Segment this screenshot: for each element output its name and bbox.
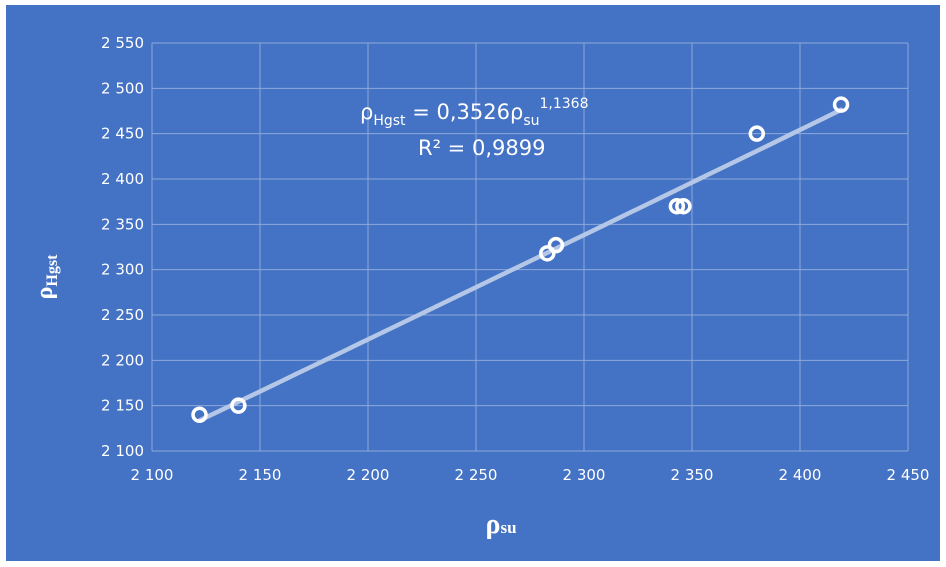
- x-tick-label: 2 300: [563, 466, 606, 484]
- data-point: [748, 125, 766, 142]
- data-points: [191, 96, 850, 423]
- x-tick-label: 2 450: [887, 466, 930, 484]
- data-point: [668, 197, 686, 215]
- x-tick-label: 2 100: [131, 466, 174, 484]
- trendline: [197, 107, 844, 423]
- y-tick-label: 2 450: [101, 125, 144, 143]
- y-axis-title-main: ρ: [32, 287, 58, 300]
- x-tick-label: 2 250: [455, 466, 498, 484]
- x-tick-label: 2 200: [347, 466, 390, 484]
- y-tick-label: 2 100: [101, 442, 144, 460]
- x-tick-label: 2 400: [779, 466, 822, 484]
- y-tick-label: 2 550: [101, 34, 144, 52]
- y-axis-title-sub: Hgst: [44, 254, 61, 287]
- data-point: [230, 397, 247, 414]
- y-tick-label: 2 300: [101, 261, 144, 279]
- data-point: [832, 96, 850, 113]
- y-axis-title: ρHgst: [32, 254, 61, 300]
- r-squared-label: R² = 0,9899: [418, 136, 545, 160]
- data-point: [675, 197, 692, 215]
- tick-labels: 2 100 2 150 2 200 2 250 2 300 2 350 2 400 2 450…: [101, 34, 929, 484]
- y-tick-label: 2 350: [101, 215, 144, 233]
- chart-area: 2 100 2 150 2 200 2 250 2 300 2 350 2 400 2 450…: [6, 5, 940, 561]
- equation-lhs-main: ρ: [360, 100, 373, 124]
- gridlines: [151, 42, 909, 452]
- data-point: [547, 236, 565, 254]
- equation-mid: = 0,3526ρ: [406, 100, 524, 124]
- x-tick-label: 2 350: [671, 466, 714, 484]
- equation-rhs-sub: su: [523, 113, 539, 129]
- equation-lhs-sub: Hgst: [373, 113, 406, 129]
- trendline-layer: [197, 107, 844, 423]
- y-tick-label: 2 150: [101, 397, 144, 415]
- data-point: [539, 245, 556, 262]
- y-tick-label: 2 500: [101, 79, 144, 97]
- data-point: [191, 406, 208, 423]
- x-axis-title-main: ρ: [485, 509, 500, 540]
- x-axis-title: ρsu: [485, 509, 516, 540]
- x-axis-title-sub: su: [500, 518, 516, 537]
- x-tick-label: 2 150: [239, 466, 282, 484]
- trendline-equation: ρHgst = 0,3526ρsu1,1368: [360, 96, 588, 129]
- y-tick-label: 2 400: [101, 170, 144, 188]
- scatter-chart: 2 100 2 150 2 200 2 250 2 300 2 350 2 400 2 450…: [32, 34, 929, 540]
- y-tick-label: 2 250: [101, 306, 144, 324]
- equation-exponent: 1,1368: [539, 96, 588, 112]
- y-tick-label: 2 200: [101, 351, 144, 369]
